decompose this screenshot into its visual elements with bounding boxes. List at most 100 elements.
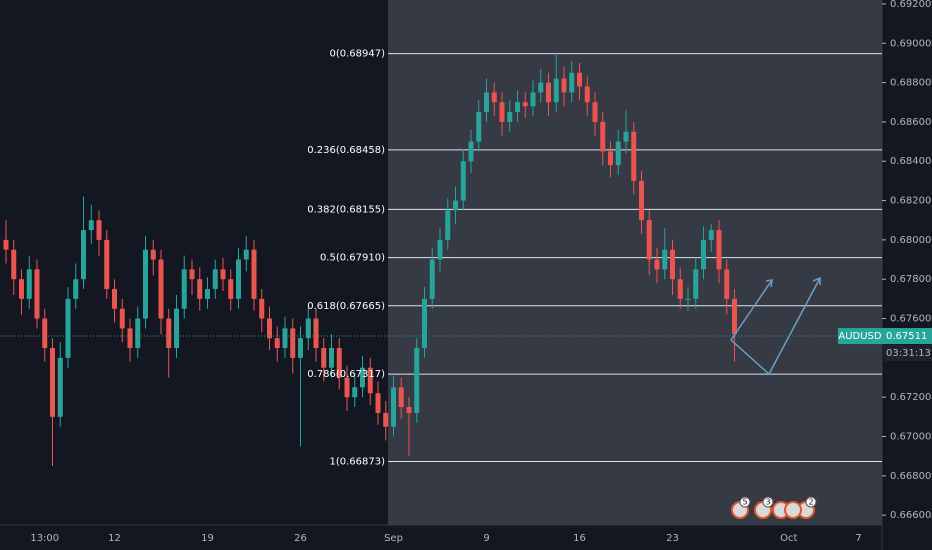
- symbol-label: AUDUSD: [838, 331, 882, 342]
- candle-body: [189, 269, 195, 280]
- price-tag: [882, 328, 932, 345]
- candle-body: [81, 230, 86, 280]
- y-tick-label: 0.67800: [890, 274, 931, 285]
- candle-body: [631, 131, 637, 181]
- event-badge: [805, 496, 817, 508]
- candle-body: [236, 259, 241, 299]
- candle-body: [274, 338, 280, 349]
- candle-body: [290, 328, 296, 358]
- candle-body: [530, 92, 536, 107]
- candle-body: [19, 279, 24, 299]
- y-tick-label: 0.67000: [890, 432, 931, 443]
- candle-body: [445, 210, 451, 240]
- candle-body: [646, 220, 652, 260]
- x-tick-label: 7: [855, 533, 861, 544]
- fib-label: 0.236(0.68458): [307, 145, 385, 156]
- arrow-head: [765, 279, 773, 288]
- candle-body: [391, 387, 396, 427]
- arrow-head: [812, 276, 821, 285]
- x-tick-label: Oct: [780, 533, 797, 544]
- candle-body: [522, 102, 528, 107]
- candle-body: [57, 357, 63, 417]
- candle-body: [460, 161, 466, 201]
- y-tick-label: 0.66800: [890, 471, 931, 482]
- countdown-tag: [882, 345, 932, 362]
- candle-body: [476, 112, 482, 142]
- event-count: 2: [808, 498, 813, 507]
- x-tick-label: 12: [108, 533, 121, 544]
- candle-body: [701, 239, 706, 270]
- candle-body: [724, 269, 730, 299]
- candle-body: [515, 102, 520, 113]
- candle-body: [406, 407, 412, 413]
- candle-body: [453, 200, 458, 211]
- fib-label: 0.786(0.67317): [307, 369, 385, 380]
- candle-body: [546, 82, 551, 103]
- candle-body: [282, 328, 288, 349]
- candle-body: [88, 220, 94, 231]
- y-tick-label: 0.66600: [890, 510, 931, 521]
- candle-body: [42, 318, 48, 349]
- y-tick-label: 0.67200: [890, 392, 931, 403]
- candle-body: [414, 348, 420, 413]
- y-tick-label: 0.69000: [890, 38, 931, 49]
- candle-body: [708, 230, 714, 240]
- candle-body: [398, 387, 404, 408]
- candle-body: [360, 367, 365, 388]
- candle-body: [50, 348, 55, 417]
- event-icon[interactable]: [784, 501, 802, 519]
- candle-body: [662, 249, 668, 270]
- candle-body: [104, 239, 110, 290]
- candle-body: [181, 269, 187, 309]
- candle-body: [205, 289, 210, 299]
- fib-label: 0(0.68947): [329, 49, 385, 60]
- fib-label: 0.5(0.67910): [320, 253, 385, 264]
- candle-body: [553, 78, 559, 103]
- candle-body: [73, 279, 79, 299]
- candle-body: [639, 180, 644, 221]
- candle-body: [499, 102, 505, 122]
- candle-body: [34, 269, 40, 319]
- overlay: 0.666000.668000.670000.672000.674000.676…: [30, 0, 932, 544]
- candle-body: [437, 239, 443, 260]
- candle-body: [344, 377, 350, 398]
- x-tick-label: 26: [294, 533, 307, 544]
- candle-body: [569, 72, 575, 93]
- projection: [730, 276, 821, 376]
- candle-body: [367, 367, 373, 394]
- candle-body: [329, 348, 334, 368]
- candle-body: [135, 318, 141, 349]
- candle-body: [468, 141, 474, 162]
- candle-body: [251, 249, 257, 299]
- y-tick-label: 0.69200: [890, 0, 931, 10]
- candle-body: [716, 230, 722, 270]
- candle-body: [584, 86, 590, 103]
- candle-body: [491, 92, 497, 103]
- candle-body: [561, 78, 567, 93]
- candle-body: [538, 82, 544, 93]
- candle-body: [352, 387, 358, 398]
- candle-body: [336, 348, 342, 378]
- candle-body: [220, 269, 226, 280]
- y-tick-label: 0.68000: [890, 235, 931, 246]
- candle-body: [654, 259, 660, 270]
- candle-body: [732, 298, 737, 335]
- candle-body: [600, 121, 606, 152]
- fib-label: 1(0.66873): [329, 456, 385, 467]
- x-tick-label: 9: [483, 533, 489, 544]
- candle-body: [375, 393, 381, 413]
- price-label: 0.67511: [886, 331, 927, 342]
- candle-body: [305, 318, 311, 339]
- event-badge: [762, 496, 774, 508]
- candle-body: [507, 112, 513, 122]
- y-tick-label: 0.68800: [890, 78, 931, 89]
- fib-label: 0.618(0.67665): [307, 301, 385, 312]
- y-tick-label: 0.67600: [890, 314, 931, 325]
- candle-body: [112, 289, 117, 309]
- candle-body: [670, 249, 675, 280]
- candle-body: [11, 249, 17, 280]
- candle-body: [228, 279, 234, 299]
- candle-body: [174, 308, 179, 349]
- candle-body: [693, 269, 699, 299]
